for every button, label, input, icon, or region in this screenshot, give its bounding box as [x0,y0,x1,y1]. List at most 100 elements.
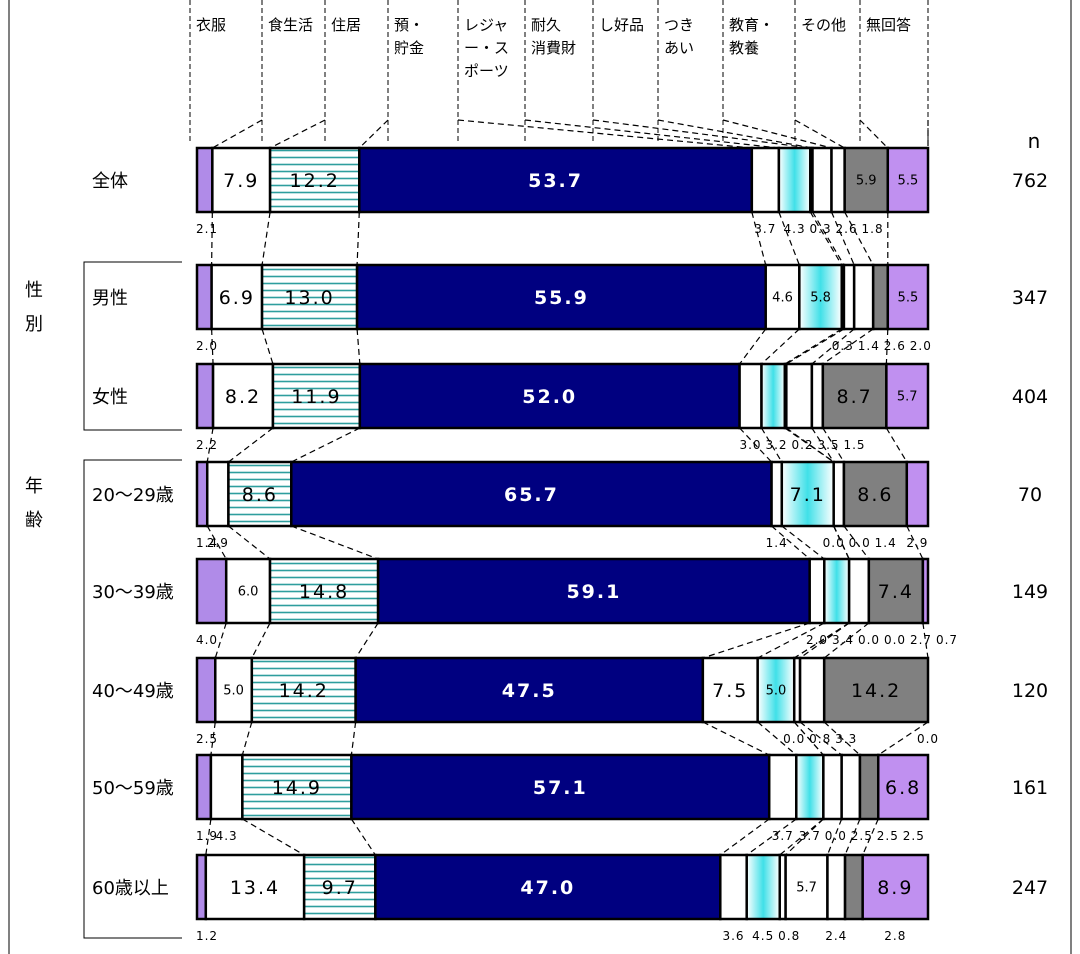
row-n-value: 404 [1012,386,1048,408]
data-label-below: 2.0 [910,339,932,353]
bar-row: 13.4 9.7 47.0 5.7 8.9 1.2 3.6 4.5 0.8 2.4 2.8 60歳以上… [92,853,1048,943]
bracket-sex [83,261,182,431]
connector-line [242,818,305,856]
connector-line [811,427,835,463]
category-header-label: 衣服 [196,16,226,34]
bar-segment [861,853,930,921]
data-label-below: 0.0 [825,829,847,843]
data-label: 6.9 [219,287,255,309]
connector-line [746,818,797,856]
bar-segment [858,753,880,821]
bar-segment [822,753,843,821]
bar-segment [701,656,759,724]
connector-line [205,818,212,856]
data-label-below: 1.9 [196,829,218,843]
connector-line [844,818,861,856]
bar-segment [770,460,784,528]
row-n-value: 247 [1012,877,1048,899]
data-label-below: 3.5 [817,438,839,452]
connector-line [799,721,843,756]
connector-line [211,328,214,365]
data-label: 7.9 [223,170,259,192]
row-label: 60歳以上 [92,878,169,899]
connector-line [760,427,783,463]
connector-line [822,427,845,463]
connector-line [809,211,843,266]
bar-segment [905,460,930,528]
data-label: 59.1 [566,581,621,603]
bar-segment [260,263,359,331]
bar-segment [195,656,217,724]
connector-line [793,721,824,756]
data-label-below: 2.6 [836,222,858,236]
data-label-below: 2.9 [207,536,229,550]
bar-row: 8.6 65.7 7.1 8.61.42.9 1.4 0.0 0.0 1.4 2.920～29歳… [92,460,1042,550]
data-label-below: 3.0 [739,438,761,452]
data-label: 13.0 [284,287,334,309]
data-label: 5.8 [810,291,831,306]
bar-row: 6.9 13.0 55.9 4.6 5.8 5.5 2.0 0.3 1.4 2.6 2.0 男性 347 [92,263,1048,353]
connector-line [778,211,800,266]
data-label: 5.5 [898,174,919,189]
row-n-value: 70 [1018,484,1042,506]
connector-line [702,622,810,659]
data-label-below: 2.4 [825,929,847,943]
bracket-age [83,459,182,939]
connector-line [739,328,767,365]
data-label-below: 3.6 [722,929,744,943]
data-label-below: 2.5 [196,732,218,746]
bar-segment [374,853,722,921]
bar-segment [843,853,864,921]
connector-line [241,721,253,756]
category-header-label: 食生活 [268,16,313,34]
data-label: 5.5 [898,291,919,306]
connector-line [885,427,908,463]
data-label: 5.7 [897,390,918,405]
bar-segment [268,146,361,214]
connector-line [822,328,874,365]
connector-line [757,721,797,756]
connector-line [843,525,870,560]
data-label: 47.5 [502,680,557,702]
data-label: 14.9 [272,777,322,799]
bar-segment [822,656,930,724]
data-label: 14.2 [279,680,329,702]
data-label: 8.6 [242,484,278,506]
bar-segment [826,853,847,921]
data-label: 65.7 [504,484,559,506]
bar-segment [871,263,890,331]
category-header-label: 無回答 [866,16,911,34]
data-label: 5.0 [223,684,244,699]
data-label-below: 1.8 [862,222,884,236]
data-label: 13.4 [230,877,280,899]
data-label-below: 2.5 [877,829,899,843]
bar-segment [847,557,871,625]
data-label-below: 0.0 [823,536,845,550]
bar-row: 7.9 12.2 53.7 5.9 5.5 2.1 3.7 4.3 0.3 2.6 1.8 全体 762 [92,146,1048,236]
bar-segment [840,753,862,821]
data-label: 5.0 [766,684,787,699]
bar-segment [204,853,306,921]
connector-line [206,427,214,463]
data-label: 8.9 [877,877,913,899]
bar-segment [195,146,214,214]
connector-line [833,525,850,560]
data-label-below: 0.8 [809,732,831,746]
group-label-age-line1: 年 [25,476,43,497]
data-label-below: 2.0 [196,339,218,353]
data-label: 5.7 [796,881,817,896]
connector-line [657,119,813,149]
connector-line [826,818,843,856]
category-header-label: 預・ [394,16,424,34]
bar-row: 14.9 57.1 6.8 1.94.3 3.7 3.7 0.0 2.5 2.5 2.5 50～59… [92,753,1048,843]
data-label-below: 3.7 [799,829,821,843]
connector-line [212,119,263,149]
row-n-value: 161 [1012,777,1048,799]
bar-row: 6.0 14.8 59.1 7.4 4.0 2.0 3.4 0.0 0.0 2.7 0.7 30～39… [92,557,1048,647]
bar-segment [777,146,812,214]
bar-segment [719,853,748,921]
bar-segment [302,853,377,921]
data-label-below: 3.3 [835,732,857,746]
